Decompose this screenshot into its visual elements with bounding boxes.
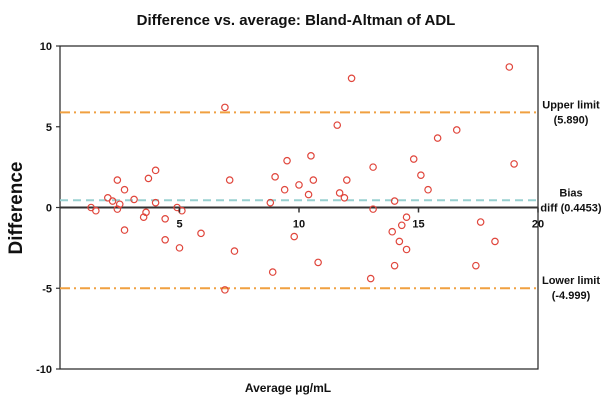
data-point [280, 185, 289, 194]
data-point [295, 181, 303, 189]
data-point [388, 227, 397, 236]
data-point [304, 190, 313, 199]
data-point [402, 213, 411, 221]
reference-labels: Upper limit (5.890) Bias diff (0.4453) Lower… [540, 99, 601, 302]
y-tick-label: 0 [46, 203, 52, 215]
data-point [417, 171, 425, 180]
data-point [130, 195, 138, 204]
data-point [230, 247, 239, 255]
data-point [221, 103, 229, 112]
data-point [369, 205, 377, 213]
data-point [395, 237, 404, 246]
data-point [161, 215, 169, 223]
data-point [266, 198, 275, 207]
data-point [197, 229, 205, 238]
data-point [347, 74, 356, 83]
data-points [87, 63, 518, 294]
upper-value-label: (5.890) [554, 114, 589, 126]
data-point [161, 236, 169, 244]
data-point [390, 197, 399, 205]
y-tick-label: 5 [46, 122, 52, 134]
data-point [113, 176, 122, 184]
chart-title: Difference vs. average: Bland-Altman of … [137, 12, 456, 29]
data-point [402, 245, 411, 254]
data-point [452, 126, 461, 134]
data-point [115, 200, 124, 209]
data-point [151, 198, 160, 207]
data-point [491, 237, 499, 246]
reference-lines [60, 111, 538, 290]
data-point [340, 194, 349, 202]
data-point [144, 174, 153, 183]
data-point [151, 166, 160, 175]
data-point [505, 63, 514, 71]
x-tick-label: 15 [412, 219, 424, 231]
data-point [366, 274, 375, 283]
y-tick-label: 10 [40, 41, 52, 53]
upper-label: Upper limit [542, 99, 600, 111]
x-axis-ticks: 5 10 15 20 [176, 207, 544, 231]
data-point [120, 185, 129, 194]
data-point [390, 261, 399, 270]
data-point [221, 286, 229, 294]
data-point [108, 197, 117, 205]
data-point [175, 244, 184, 252]
y-tick-label: -5 [42, 283, 52, 295]
data-point [476, 218, 485, 226]
x-tick-label: 10 [293, 219, 305, 231]
data-point [333, 121, 342, 129]
data-point [409, 155, 418, 163]
y-tick-label: -10 [36, 364, 52, 376]
data-point [178, 206, 186, 215]
data-point [120, 226, 129, 234]
data-point [472, 261, 480, 270]
lower-label: Lower limit [542, 275, 600, 287]
data-point [268, 268, 277, 276]
data-point [92, 206, 100, 215]
bias-value-label: diff (0.4453) [540, 202, 601, 214]
y-axis-ticks: 10 5 0 -5 -10 [36, 41, 60, 376]
data-point [510, 160, 518, 168]
bias-label: Bias [559, 187, 582, 199]
x-tick-label: 20 [532, 219, 544, 231]
data-point [433, 134, 442, 142]
data-point [342, 176, 351, 184]
x-axis-label: Average μg/mL [245, 381, 331, 395]
data-point [369, 163, 377, 171]
y-axis-label: Difference [6, 162, 27, 255]
data-point [397, 221, 406, 230]
data-point [335, 189, 344, 197]
data-point [290, 232, 299, 241]
data-point [314, 258, 322, 267]
data-point [283, 156, 291, 165]
data-point [142, 208, 150, 217]
data-point [307, 152, 315, 160]
data-point [424, 185, 432, 194]
x-tick-label: 5 [176, 219, 182, 231]
data-point [271, 173, 279, 181]
lower-value-label: (-4.999) [552, 290, 591, 302]
data-point [225, 176, 234, 184]
data-point [309, 176, 318, 184]
